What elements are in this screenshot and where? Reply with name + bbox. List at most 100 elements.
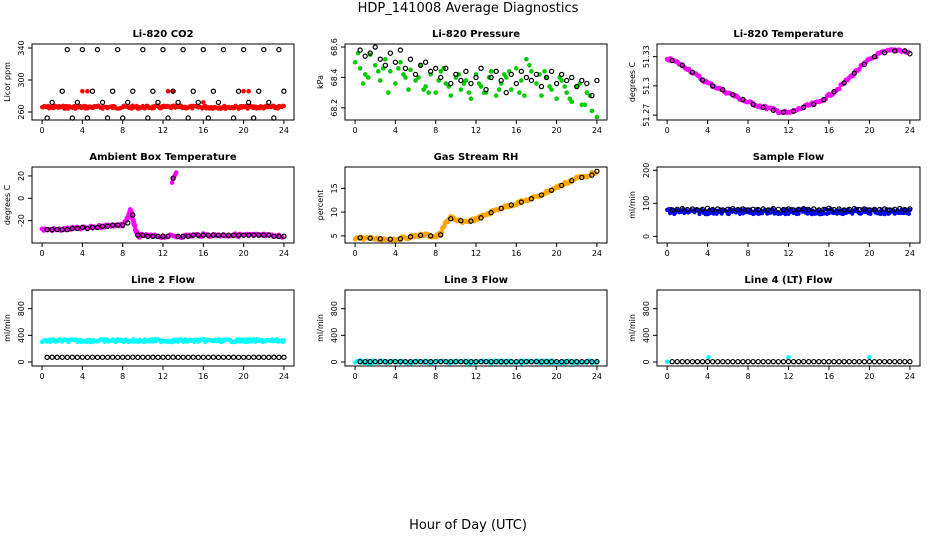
y-axis-label: ml/min — [628, 314, 637, 342]
data-point-average — [74, 225, 81, 232]
data-point-raw — [496, 87, 502, 92]
data-point-average — [114, 46, 121, 53]
data-point-average — [907, 51, 913, 57]
data-point-average — [811, 358, 817, 365]
data-point-average — [357, 47, 363, 53]
data-point-average — [281, 233, 287, 239]
data-point-raw-high — [201, 100, 206, 105]
data-point-raw — [906, 211, 911, 216]
data-point-average — [210, 232, 217, 238]
data-point-average — [372, 44, 378, 50]
data-point-raw — [501, 72, 507, 77]
data-point-average — [281, 354, 287, 360]
y-tick-label: 340 — [17, 40, 26, 55]
data-point-average — [790, 108, 797, 114]
data-point-average — [538, 192, 545, 198]
data-point-average — [245, 354, 252, 361]
data-point-average — [563, 77, 570, 84]
data-point-average — [438, 74, 444, 81]
data-point-average — [488, 74, 494, 81]
data-point-average — [240, 232, 247, 238]
data-point-average — [150, 88, 156, 94]
data-point-average — [750, 358, 756, 365]
data-point-average — [892, 48, 898, 54]
panel-4: Ambient Box Temperature degrees C 0 4 8 12 16 2… — [3, 152, 295, 258]
data-point-average — [387, 50, 394, 56]
data-point-average — [256, 232, 262, 238]
x-tick-label: 24 — [279, 126, 289, 135]
data-point-average — [109, 222, 116, 228]
data-point-average — [195, 232, 201, 238]
data-point-average — [790, 207, 797, 213]
data-point-average — [104, 223, 111, 229]
data-point-raw — [398, 59, 403, 65]
panel-title: Gas Stream RH — [434, 152, 519, 163]
data-point-average — [125, 354, 131, 361]
x-tick-label: 20 — [864, 249, 874, 258]
data-point-average — [589, 172, 595, 178]
data-point-average — [473, 358, 479, 365]
data-point-average — [468, 80, 474, 87]
data-point-average — [64, 46, 70, 53]
data-point-average — [760, 358, 766, 365]
y-axis-label: ml/min — [316, 314, 325, 342]
data-point-average — [699, 358, 706, 365]
data-point-average — [780, 109, 787, 115]
data-point-average — [558, 182, 565, 189]
panel-8: Line 3 Flow ml/min 0 4 8 12 16 20 24 0 400 800 — [316, 275, 608, 381]
x-tick-label: 24 — [905, 249, 915, 258]
data-point-average — [468, 358, 474, 365]
data-point-average — [548, 358, 555, 365]
data-point-average — [250, 115, 257, 121]
data-point-average — [775, 206, 782, 212]
x-tick-label: 4 — [705, 249, 710, 258]
y-tick-label: 68.6 — [330, 38, 339, 56]
data-point-average — [215, 232, 222, 238]
data-point-average — [266, 354, 272, 361]
data-point-average — [508, 358, 514, 365]
data-point-average — [276, 233, 282, 239]
data-point-raw — [365, 75, 371, 80]
data-point-raw — [426, 90, 431, 95]
data-point-average — [831, 89, 837, 95]
y-tick-label: 0 — [330, 359, 339, 364]
data-point-average — [907, 206, 913, 212]
data-point-average — [94, 46, 101, 53]
data-point-average — [800, 205, 807, 212]
data-point-average — [155, 354, 161, 361]
data-point-average — [165, 354, 171, 361]
y-tick-label: 0 — [642, 234, 651, 239]
y-tick-label: 51.3 — [642, 77, 651, 95]
data-point-average — [367, 358, 373, 365]
data-point-average — [89, 88, 96, 94]
data-point-average — [165, 233, 171, 239]
data-point-raw — [466, 90, 472, 95]
data-point-raw — [514, 66, 519, 71]
data-point-raw — [554, 96, 559, 102]
data-point-average — [438, 232, 444, 238]
data-point-average — [59, 88, 65, 94]
data-point-average — [170, 175, 176, 181]
data-point-average — [518, 68, 525, 75]
x-tick-label: 0 — [353, 372, 358, 381]
data-point-average — [180, 354, 186, 360]
data-point-average — [790, 358, 797, 365]
x-tick-label: 24 — [905, 372, 915, 381]
y-axis-label: percent — [316, 190, 325, 221]
data-point-raw — [396, 66, 401, 71]
x-tick-label: 4 — [393, 372, 398, 381]
data-point-average — [266, 99, 272, 106]
data-point-average — [478, 358, 484, 365]
data-point-average — [397, 236, 404, 242]
data-point-average — [175, 99, 181, 106]
y-tick-label: 68.4 — [330, 69, 339, 87]
data-point-average — [876, 358, 883, 365]
data-point-average — [210, 88, 217, 94]
x-tick-label: 20 — [864, 372, 874, 381]
data-point-average — [770, 107, 777, 113]
data-point-average — [861, 206, 868, 212]
data-point-average — [785, 206, 792, 212]
data-point-average — [846, 206, 852, 212]
data-point-average — [871, 53, 878, 60]
x-tick-label: 0 — [40, 249, 45, 258]
